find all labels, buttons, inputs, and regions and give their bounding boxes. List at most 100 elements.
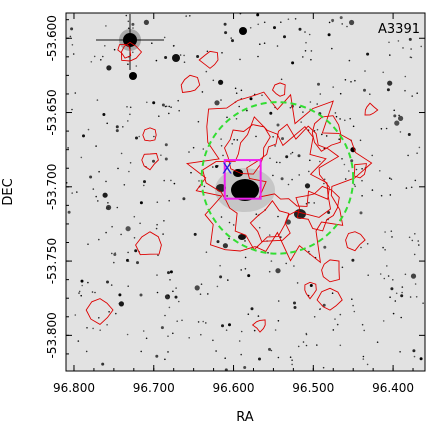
star xyxy=(232,224,235,226)
star xyxy=(168,199,170,202)
star xyxy=(135,65,138,67)
star xyxy=(164,143,168,147)
star xyxy=(168,112,170,115)
star xyxy=(268,270,271,273)
star xyxy=(287,18,290,21)
star xyxy=(107,206,110,209)
star xyxy=(363,329,366,332)
star xyxy=(255,213,258,215)
star xyxy=(351,298,353,301)
star xyxy=(145,337,148,340)
contour-line xyxy=(345,231,366,252)
star xyxy=(415,23,418,26)
star xyxy=(408,236,411,239)
star xyxy=(348,170,350,172)
star xyxy=(283,35,286,39)
star xyxy=(291,359,293,362)
star xyxy=(153,135,155,138)
star xyxy=(389,296,391,299)
star xyxy=(339,92,342,95)
star xyxy=(188,151,190,153)
star xyxy=(231,143,233,145)
star xyxy=(120,233,122,236)
star xyxy=(270,349,273,352)
star xyxy=(120,152,123,155)
star xyxy=(239,58,241,61)
star xyxy=(175,287,177,289)
star xyxy=(407,154,409,157)
star xyxy=(201,91,204,93)
star xyxy=(104,45,106,47)
star xyxy=(107,202,109,204)
contour-line xyxy=(180,74,201,94)
star xyxy=(382,320,385,322)
star xyxy=(97,200,99,202)
star xyxy=(102,113,106,116)
star xyxy=(127,27,130,30)
star xyxy=(163,220,165,222)
star xyxy=(355,168,358,171)
star xyxy=(164,358,166,361)
star xyxy=(393,109,396,112)
star xyxy=(293,301,296,305)
star xyxy=(220,99,222,101)
star xyxy=(80,294,82,297)
star xyxy=(127,260,130,263)
star xyxy=(224,368,228,371)
star xyxy=(235,118,238,120)
x-tick-label: 96.500 xyxy=(292,381,334,395)
star xyxy=(418,146,421,149)
star xyxy=(98,238,100,241)
y-tick-label: -53.750 xyxy=(45,238,59,284)
star xyxy=(71,108,73,111)
star xyxy=(386,88,390,92)
contour-line xyxy=(321,259,340,283)
star xyxy=(169,270,173,274)
star xyxy=(247,274,251,278)
contour-line xyxy=(249,200,291,242)
star xyxy=(243,366,247,369)
star xyxy=(398,115,404,121)
star xyxy=(416,152,418,154)
star xyxy=(216,285,219,288)
star xyxy=(146,101,148,104)
star xyxy=(212,339,214,342)
star xyxy=(155,354,159,358)
star xyxy=(127,63,129,65)
contour-line xyxy=(316,287,343,311)
star xyxy=(413,253,416,256)
star xyxy=(280,177,284,181)
contour-line xyxy=(142,127,157,142)
star xyxy=(158,115,160,117)
star xyxy=(106,324,108,326)
star xyxy=(269,111,273,115)
star xyxy=(359,139,362,142)
star xyxy=(234,87,237,90)
star xyxy=(305,333,308,336)
star xyxy=(87,128,90,131)
star xyxy=(327,33,331,37)
star xyxy=(78,292,80,294)
star xyxy=(263,42,266,44)
star xyxy=(160,326,164,330)
contour-line xyxy=(295,185,340,232)
star xyxy=(212,79,215,82)
star xyxy=(178,109,180,112)
star xyxy=(98,170,100,173)
star xyxy=(113,48,116,51)
contour-line xyxy=(271,82,286,97)
plot-frame xyxy=(65,12,426,372)
star xyxy=(219,264,221,267)
star xyxy=(353,183,356,186)
star xyxy=(304,183,311,189)
star xyxy=(308,33,311,36)
star xyxy=(225,329,228,332)
star xyxy=(268,234,271,236)
star xyxy=(354,185,357,188)
star xyxy=(399,131,402,133)
star xyxy=(231,39,234,43)
star xyxy=(249,27,252,29)
star xyxy=(316,344,318,346)
star xyxy=(313,316,316,318)
star xyxy=(382,246,384,249)
